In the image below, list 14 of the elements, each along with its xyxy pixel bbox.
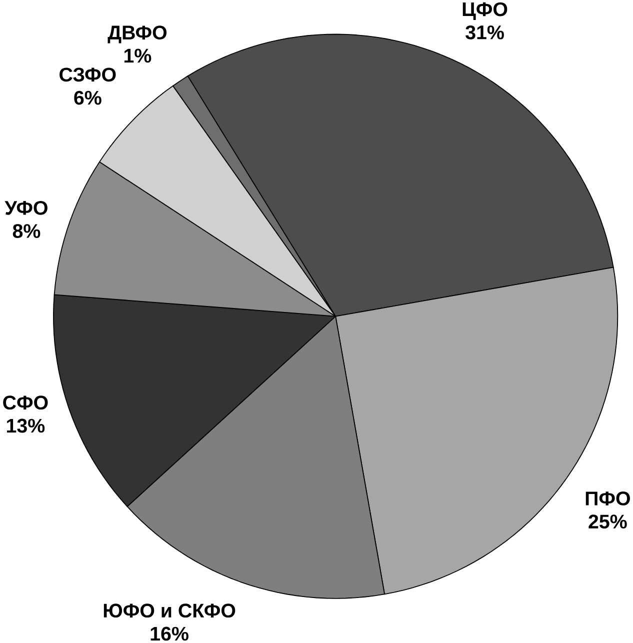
data-label: 31% <box>466 25 504 40</box>
slice-label: УФО <box>4 200 48 215</box>
data-label: 25% <box>588 514 627 529</box>
slice-label: ЦФО <box>462 2 508 20</box>
slice-label: ЮФО и СКФО <box>104 604 236 618</box>
data-label: 13% <box>6 418 45 433</box>
data-label: 6% <box>74 90 102 105</box>
data-label: 16% <box>150 626 188 641</box>
slice-label: СФО <box>3 396 48 410</box>
slice-label: ДВФО <box>108 26 166 44</box>
slice-label: СЗФО <box>60 68 116 82</box>
slice-label: ПФО <box>586 492 630 506</box>
data-label: 1% <box>124 48 152 63</box>
data-label: 8% <box>12 224 40 238</box>
